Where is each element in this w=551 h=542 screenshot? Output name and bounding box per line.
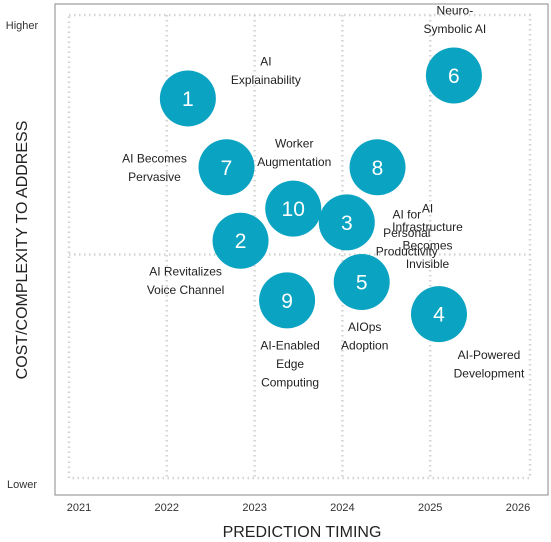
bubble-label: AI-Powered Development — [454, 348, 525, 381]
bubble-label: AI Becomes Pervasive — [122, 151, 187, 184]
x-tick-label: 2023 — [242, 502, 266, 514]
bubble-point — [318, 194, 375, 251]
bubble-label: AIOps Adoption — [341, 320, 388, 353]
bubble-number: 2 — [235, 230, 247, 253]
bubble-number: 5 — [356, 272, 368, 295]
x-tick-label: 2022 — [155, 502, 179, 514]
bubble-point — [425, 47, 482, 104]
bubble-point — [265, 180, 322, 237]
bubble-point — [198, 139, 255, 196]
x-axis-title: PREDICTION TIMING — [223, 524, 382, 541]
x-tick-label: 2025 — [418, 502, 442, 514]
bubble-point — [349, 139, 406, 196]
bubble-point — [259, 272, 316, 329]
bubble-number: 6 — [448, 65, 460, 88]
x-tick-label: 2021 — [67, 502, 91, 514]
bubble-point — [159, 70, 216, 127]
bubble-number: 8 — [372, 157, 384, 180]
bubble-label: Neuro-Symbolic AI — [424, 3, 487, 36]
grid-border — [67, 13, 532, 480]
bubbles: 1 2 3 4 5 6 7 8 9 10 — [159, 47, 482, 343]
bubble-label: Worker Augmentation — [257, 137, 331, 170]
y-axis-title: COST/COMPLEXITY TO ADDRESS — [14, 121, 31, 380]
x-axis-ticks: 2021 2022 2023 2024 2025 2026 — [67, 502, 530, 514]
bubble-number: 4 — [433, 304, 445, 327]
bubble-label: AI Revitalizes Voice Channel — [147, 265, 224, 298]
bubble-point — [212, 212, 269, 269]
bubble-label: AI Explainability — [231, 54, 301, 87]
bubble-number: 1 — [182, 88, 194, 111]
bubble-labels: AI Explainability AI Revitalizes Voice Chan… — [122, 3, 525, 389]
bubble-point — [333, 254, 390, 311]
y-tick-lower: Lower — [7, 479, 37, 491]
bubble-number: 7 — [221, 157, 233, 180]
bubble-label: AI-Enabled Edge Computing — [260, 338, 319, 389]
x-tick-label: 2024 — [330, 502, 354, 514]
bubble-number: 3 — [341, 212, 353, 235]
x-tick-label: 2026 — [506, 502, 530, 514]
bubble-number: 10 — [282, 198, 305, 221]
bubble-label: AI Infrastructure Becomes Invisible — [392, 201, 463, 271]
bubble-number: 9 — [281, 290, 293, 313]
bubble-label: AI for Personal Productivity — [376, 207, 438, 258]
y-tick-higher: Higher — [6, 20, 39, 32]
bubble-point — [410, 286, 467, 343]
